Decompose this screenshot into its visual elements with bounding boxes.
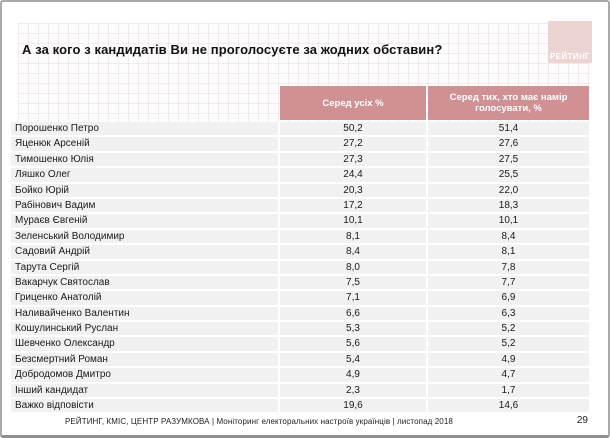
value-among-voters-cell: 22,0 bbox=[428, 183, 589, 197]
value-among-all-cell: 27,2 bbox=[280, 137, 426, 151]
value-among-all-cell: 5,3 bbox=[280, 322, 426, 336]
candidate-name-cell: Ляшко Олег bbox=[11, 168, 278, 182]
page-number: 29 bbox=[576, 415, 588, 426]
value-among-voters-cell: 51,4 bbox=[428, 122, 589, 136]
value-among-voters-cell: 8,1 bbox=[428, 245, 589, 259]
value-among-voters-cell: 6,3 bbox=[428, 306, 589, 321]
value-among-voters-cell: 6,9 bbox=[428, 291, 589, 305]
value-among-voters-cell: 10,1 bbox=[428, 214, 589, 228]
value-among-voters-cell: 4,9 bbox=[428, 352, 589, 367]
candidate-name-cell: Порошенко Петро bbox=[11, 122, 278, 136]
candidate-name-cell: Інший кандидат bbox=[11, 383, 278, 398]
candidate-name-cell: Важко відповісти bbox=[11, 399, 278, 413]
table-header-among-voters: Серед тих, хто має намір голосувати, % bbox=[428, 86, 589, 120]
value-among-all-cell: 7,5 bbox=[280, 275, 426, 290]
candidate-name-cell: Вакарчук Святослав bbox=[11, 275, 278, 290]
candidate-name-cell: Гриценко Анатолій bbox=[11, 291, 278, 305]
value-among-all-cell: 8,1 bbox=[280, 229, 426, 244]
candidate-name-cell: Шевченко Олександр bbox=[11, 337, 278, 351]
value-among-voters-cell: 27,6 bbox=[428, 137, 589, 151]
value-among-voters-cell: 5,2 bbox=[428, 337, 589, 351]
value-among-all-cell: 5,6 bbox=[280, 337, 426, 351]
slide-title: А за кого з кандидатів Ви не проголосуєт… bbox=[22, 42, 443, 57]
value-among-all-cell: 10,1 bbox=[280, 214, 426, 228]
table-header-candidate bbox=[11, 86, 278, 120]
value-among-all-cell: 50,2 bbox=[280, 122, 426, 136]
candidate-name-cell: Наливайченко Валентин bbox=[11, 306, 278, 321]
candidate-name-cell: Бойко Юрій bbox=[11, 183, 278, 197]
candidate-name-cell: Яценюк Арсеній bbox=[11, 137, 278, 151]
candidate-name-cell: Садовий Андрій bbox=[11, 245, 278, 259]
candidate-name-cell: Зеленський Володимир bbox=[11, 229, 278, 244]
value-among-all-cell: 17,2 bbox=[280, 198, 426, 213]
candidate-name-cell: Тимошенко Юлія bbox=[11, 152, 278, 167]
candidate-name-cell: Кошулинський Руслан bbox=[11, 322, 278, 336]
value-among-voters-cell: 5,2 bbox=[428, 322, 589, 336]
candidate-name-cell: Добродомов Дмитро bbox=[11, 368, 278, 382]
value-among-voters-cell: 1,7 bbox=[428, 383, 589, 398]
value-among-all-cell: 4,9 bbox=[280, 368, 426, 382]
value-among-all-cell: 20,3 bbox=[280, 183, 426, 197]
value-among-all-cell: 6,6 bbox=[280, 306, 426, 321]
value-among-voters-cell: 7,8 bbox=[428, 260, 589, 274]
value-among-voters-cell: 8,4 bbox=[428, 229, 589, 244]
value-among-voters-cell: 27,5 bbox=[428, 152, 589, 167]
candidate-name-cell: Рабінович Вадим bbox=[11, 198, 278, 213]
value-among-voters-cell: 14,6 bbox=[428, 399, 589, 413]
value-among-all-cell: 27,3 bbox=[280, 152, 426, 167]
candidate-name-cell: Безсмертний Роман bbox=[11, 352, 278, 367]
rating-logo-text: РЕЙТИНГ bbox=[549, 52, 591, 61]
candidate-name-cell: Мураєв Євгеній bbox=[11, 214, 278, 228]
value-among-all-cell: 7,1 bbox=[280, 291, 426, 305]
value-among-voters-cell: 25,5 bbox=[428, 168, 589, 182]
poll-table: Серед усіх % Серед тих, хто має намір го… bbox=[11, 86, 589, 413]
rating-logo: РЕЙТИНГ bbox=[548, 21, 592, 63]
value-among-all-cell: 8,4 bbox=[280, 245, 426, 259]
value-among-voters-cell: 7,7 bbox=[428, 275, 589, 290]
candidate-name-cell: Тарута Сергій bbox=[11, 260, 278, 274]
value-among-voters-cell: 4,7 bbox=[428, 368, 589, 382]
footer-source-line: РЕЙТИНГ, КМІС, ЦЕНТР РАЗУМКОВА | Монітор… bbox=[65, 417, 453, 426]
value-among-all-cell: 24,4 bbox=[280, 168, 426, 182]
table-header-among-all: Серед усіх % bbox=[280, 86, 426, 120]
value-among-all-cell: 2,3 bbox=[280, 383, 426, 398]
value-among-voters-cell: 18,3 bbox=[428, 198, 589, 213]
value-among-all-cell: 8,0 bbox=[280, 260, 426, 274]
value-among-all-cell: 5,4 bbox=[280, 352, 426, 367]
value-among-all-cell: 19,6 bbox=[280, 399, 426, 413]
